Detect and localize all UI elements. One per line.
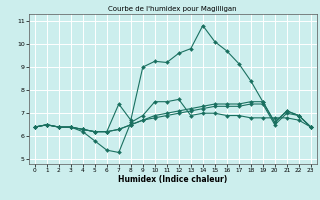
Title: Courbe de l'humidex pour Magilligan: Courbe de l'humidex pour Magilligan xyxy=(108,6,237,12)
X-axis label: Humidex (Indice chaleur): Humidex (Indice chaleur) xyxy=(118,175,228,184)
